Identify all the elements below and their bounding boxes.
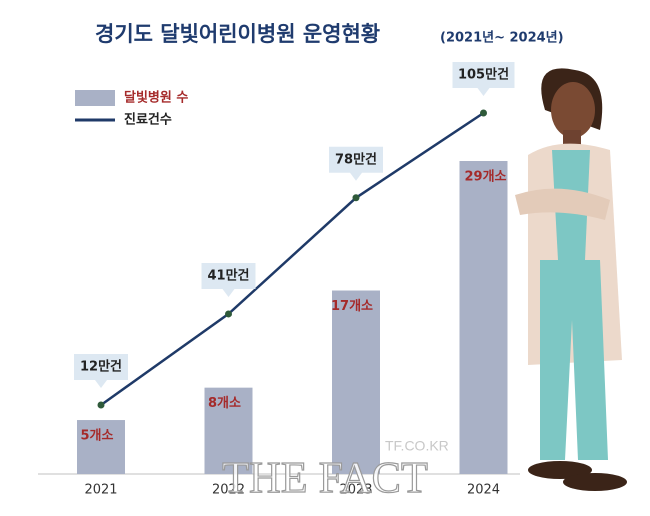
callout-box [452, 62, 515, 96]
line-point [225, 310, 232, 318]
x-tick-label: 2021 [84, 483, 117, 498]
bar-value-label: 8개소 [208, 396, 241, 411]
bar [77, 420, 125, 474]
bar-value-label: 29개소 [464, 170, 506, 185]
line-value-label: 12만건 [80, 359, 122, 375]
line-point [352, 194, 360, 202]
line [100, 111, 485, 407]
x-tick-label: 2022 [212, 483, 245, 498]
x-tick-label: 2023 [339, 483, 372, 498]
bar [204, 387, 253, 474]
line-point [97, 401, 105, 409]
line-value-label: 78만건 [335, 151, 377, 167]
line-value-label: 41만건 [207, 267, 249, 283]
callout-box [201, 262, 256, 297]
bar [459, 161, 508, 474]
line-point [480, 109, 487, 117]
watermark-logo: THE FACT [222, 453, 428, 502]
legend-swatch [75, 90, 115, 106]
doctor-illustration [515, 68, 627, 491]
chart-title: 경기도 달빛어린이병원 운영현황 [95, 22, 380, 46]
callout-box [74, 354, 128, 388]
legend-label: 진료건수 [124, 112, 172, 128]
legend-label: 달빛병원 수 [124, 90, 188, 106]
bar-value-label: 17개소 [331, 299, 373, 314]
x-tick-label: 2024 [467, 483, 500, 498]
bar [332, 290, 380, 474]
bar-value-label: 5개소 [81, 429, 114, 444]
callout-box [329, 146, 383, 181]
line-value-label: 105만건 [458, 67, 509, 83]
chart-subtitle: (2021년~ 2024년) [440, 31, 564, 46]
watermark-url: TF.CO.KR [385, 438, 449, 454]
